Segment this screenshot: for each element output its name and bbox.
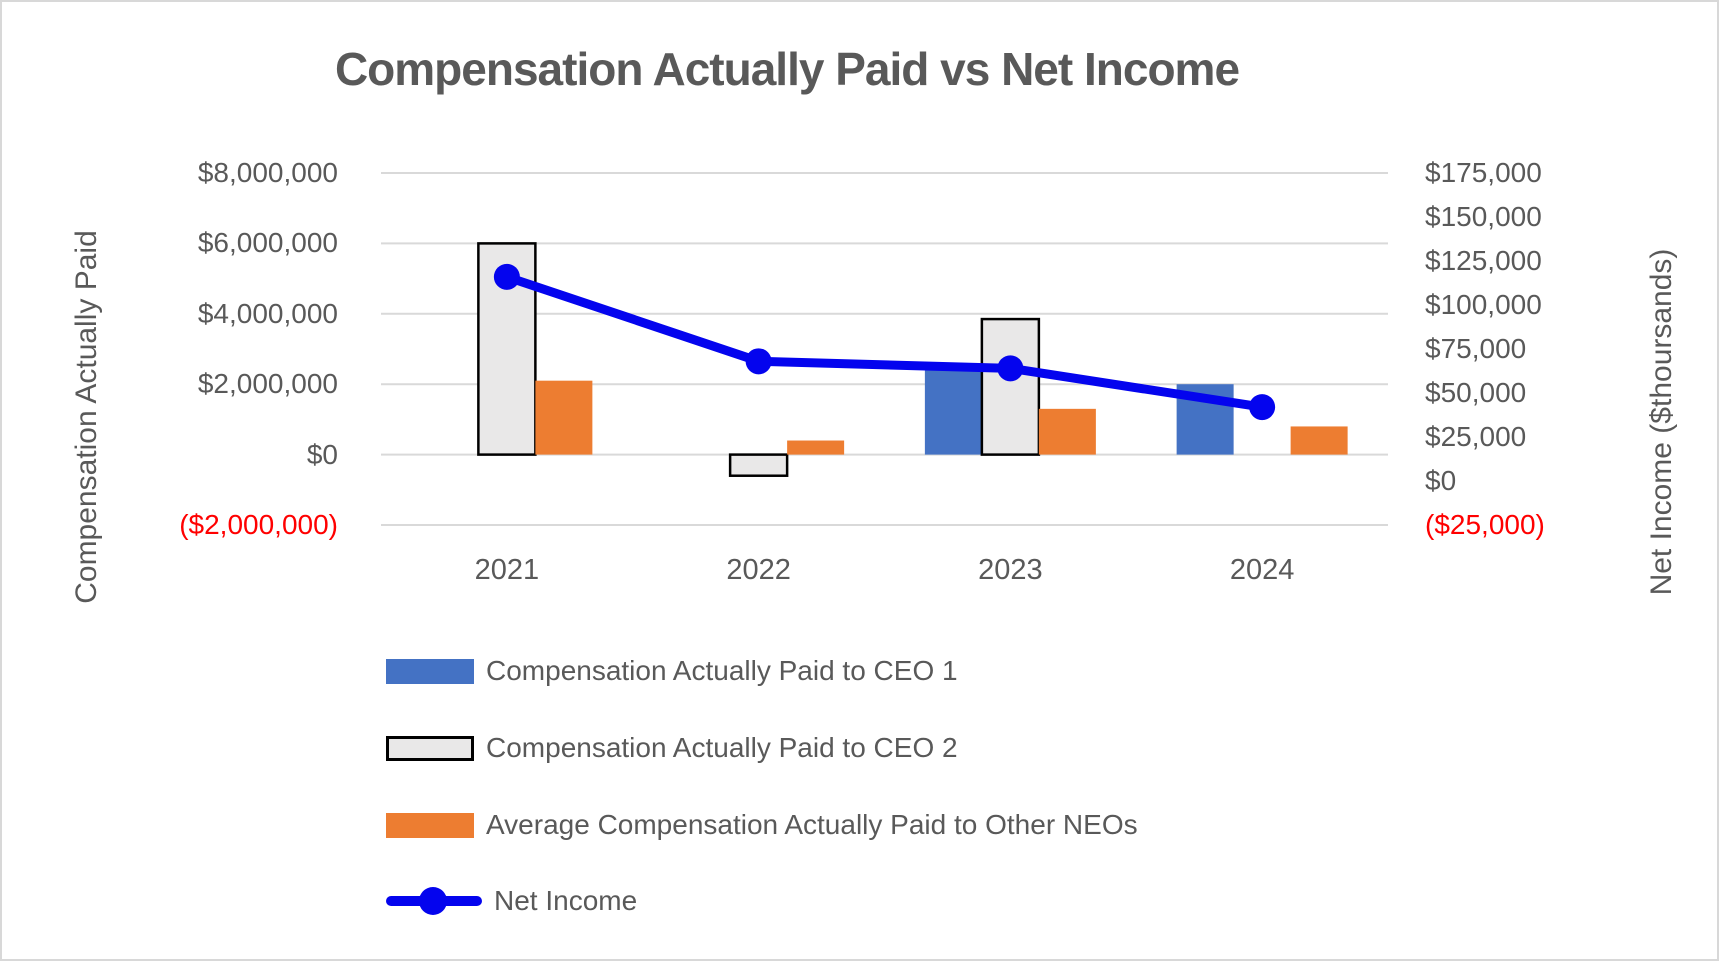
bar-2021 <box>535 380 593 455</box>
axis-tick-label: $150,000 <box>1425 201 1542 232</box>
x-axis-label-2024: 2024 <box>1229 554 1295 586</box>
axis-tick-label: $125,000 <box>1425 245 1542 276</box>
net-income-marker <box>493 263 520 290</box>
legend-item-net-income: Net Income <box>386 885 638 916</box>
bar-2022 <box>728 453 789 477</box>
bar-2022 <box>787 440 845 455</box>
bar-2023 <box>924 370 982 455</box>
legend-label-neos: Average Compensation Actually Paid to Ot… <box>486 809 1138 840</box>
net-income-line <box>502 272 1267 412</box>
axis-tick-label: $100,000 <box>1425 289 1542 320</box>
legend-item-ceo2: Compensation Actually Paid to CEO 2 <box>386 732 958 763</box>
legend-label-ceo2: Compensation Actually Paid to CEO 2 <box>486 732 958 763</box>
axis-tick-label: $75,000 <box>1425 333 1527 364</box>
legend-swatch-net-income-line <box>386 887 482 915</box>
net-income-marker <box>1249 394 1276 421</box>
x-axis-label-2022: 2022 <box>726 554 791 586</box>
legend-item-neos: Average Compensation Actually Paid to Ot… <box>386 809 1138 840</box>
x-axis-label-2021: 2021 <box>474 554 540 586</box>
axis-tick-label: $0 <box>1425 465 1457 496</box>
legend-swatch-neos-bar <box>386 812 474 838</box>
axis-tick-label: $2,000,000 <box>197 368 338 400</box>
bar-2023 <box>1038 408 1096 455</box>
axis-tick-label: $6,000,000 <box>197 227 338 259</box>
net-income-marker <box>745 348 772 375</box>
legend-item-ceo1: Compensation Actually Paid to CEO 1 <box>386 655 958 686</box>
net-income-marker <box>997 355 1024 382</box>
axis-tick-label: $50,000 <box>1425 377 1527 408</box>
legend-label-ceo1: Compensation Actually Paid to CEO 1 <box>486 655 958 686</box>
axis-tick-label: $8,000,000 <box>197 157 338 188</box>
bar-2023 <box>980 317 1041 456</box>
bar-2024 <box>1290 426 1348 455</box>
legend-label-net-income: Net Income <box>494 885 638 916</box>
legend-swatch-ceo1-bar <box>386 658 474 684</box>
x-axis-label-2023: 2023 <box>978 554 1043 586</box>
axis-tick-label: $4,000,000 <box>197 297 338 329</box>
axis-tick-label: $0 <box>306 438 338 470</box>
chart-title: Compensation Actually Paid vs Net Income <box>334 43 1240 95</box>
axis-tick-label: ($2,000,000) <box>179 509 338 540</box>
axis-tick-label: $175,000 <box>1425 157 1542 188</box>
axis-tick-label: $25,000 <box>1425 421 1527 452</box>
legend-swatch-ceo2-bar <box>386 735 474 761</box>
axis-tick-label: ($25,000) <box>1425 509 1545 540</box>
